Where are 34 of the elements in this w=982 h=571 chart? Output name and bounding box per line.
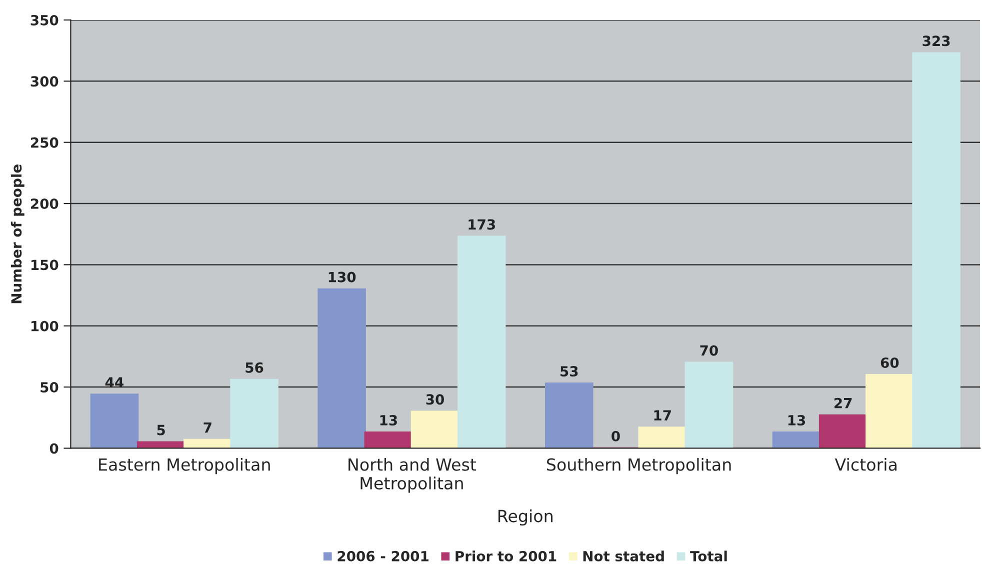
- y-tick-label: 100: [31, 320, 58, 332]
- data-label: 56: [246, 362, 264, 373]
- data-label: 30: [426, 394, 444, 405]
- data-label: 0: [612, 430, 620, 442]
- x-tick-label: Victoria: [834, 458, 896, 471]
- y-tick-label: 50: [40, 382, 58, 393]
- data-label: 7: [204, 422, 212, 433]
- x-tick-label: Eastern Metropolitan: [99, 458, 270, 474]
- data-label: 60: [880, 357, 899, 368]
- y-axis-title: Number of people: [10, 164, 24, 304]
- x-tick-label: Southern Metropolitan: [546, 458, 731, 474]
- x-axis-title: Region: [498, 509, 552, 526]
- y-tick-label: 200: [31, 198, 58, 209]
- y-tick-label: 0: [50, 443, 58, 454]
- y-tick-label: 150: [31, 260, 58, 270]
- legend-label: Not stated: [583, 550, 664, 562]
- data-label: 13: [380, 414, 397, 426]
- data-label: 130: [328, 272, 356, 282]
- data-label: 17: [654, 410, 671, 420]
- legend-label: Prior to 2001: [456, 550, 556, 562]
- data-label: 44: [105, 377, 124, 388]
- data-label: 323: [922, 36, 950, 46]
- data-label: 27: [834, 398, 852, 408]
- y-tick-label: 250: [31, 137, 58, 148]
- data-label: 13: [788, 414, 806, 426]
- legend-label: 2006 - 2001: [338, 550, 428, 562]
- data-label: 5: [157, 424, 165, 436]
- data-label: 53: [560, 366, 578, 377]
- x-tick-label: North and West Metropolitan: [348, 458, 476, 493]
- legend-label: Total: [690, 550, 727, 562]
- y-tick-label: 300: [30, 76, 58, 87]
- data-label: 173: [468, 219, 495, 230]
- data-label: 70: [700, 345, 718, 356]
- y-tick-label: 350: [30, 14, 58, 26]
